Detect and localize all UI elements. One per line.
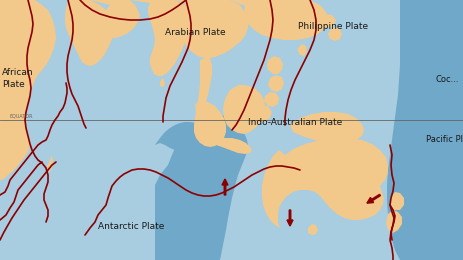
Polygon shape <box>90 0 140 38</box>
Polygon shape <box>254 105 272 122</box>
Polygon shape <box>155 122 205 150</box>
Text: Coc...: Coc... <box>436 75 459 84</box>
FancyArrow shape <box>287 210 293 226</box>
Polygon shape <box>387 0 463 260</box>
FancyArrow shape <box>222 179 228 195</box>
Text: African: African <box>2 68 34 77</box>
Polygon shape <box>160 78 165 87</box>
Polygon shape <box>328 27 342 41</box>
Polygon shape <box>47 155 53 172</box>
Polygon shape <box>268 75 284 92</box>
Polygon shape <box>216 138 252 154</box>
Polygon shape <box>175 0 248 58</box>
Polygon shape <box>130 0 192 76</box>
Text: Arabian Plate: Arabian Plate <box>165 28 225 37</box>
Polygon shape <box>194 100 226 147</box>
Polygon shape <box>390 192 404 210</box>
Polygon shape <box>223 85 265 134</box>
Text: Philippine Plate: Philippine Plate <box>298 22 368 31</box>
Polygon shape <box>264 92 279 107</box>
Polygon shape <box>0 0 56 180</box>
Polygon shape <box>386 210 402 233</box>
Polygon shape <box>320 14 336 28</box>
Polygon shape <box>196 58 212 122</box>
Polygon shape <box>262 138 388 228</box>
Text: Antarctic Plate: Antarctic Plate <box>98 222 164 231</box>
Polygon shape <box>65 0 114 66</box>
Polygon shape <box>267 56 283 74</box>
Polygon shape <box>303 16 315 34</box>
Polygon shape <box>230 0 328 40</box>
Polygon shape <box>155 115 248 260</box>
Polygon shape <box>290 112 364 144</box>
Text: Plate: Plate <box>2 80 25 89</box>
Polygon shape <box>308 224 318 235</box>
Text: Indo-Australian Plate: Indo-Australian Plate <box>248 118 342 127</box>
FancyArrow shape <box>367 194 381 203</box>
Text: Pacific Pla...: Pacific Pla... <box>426 135 463 144</box>
Polygon shape <box>298 44 307 56</box>
Text: EQUATOR: EQUATOR <box>10 113 33 118</box>
